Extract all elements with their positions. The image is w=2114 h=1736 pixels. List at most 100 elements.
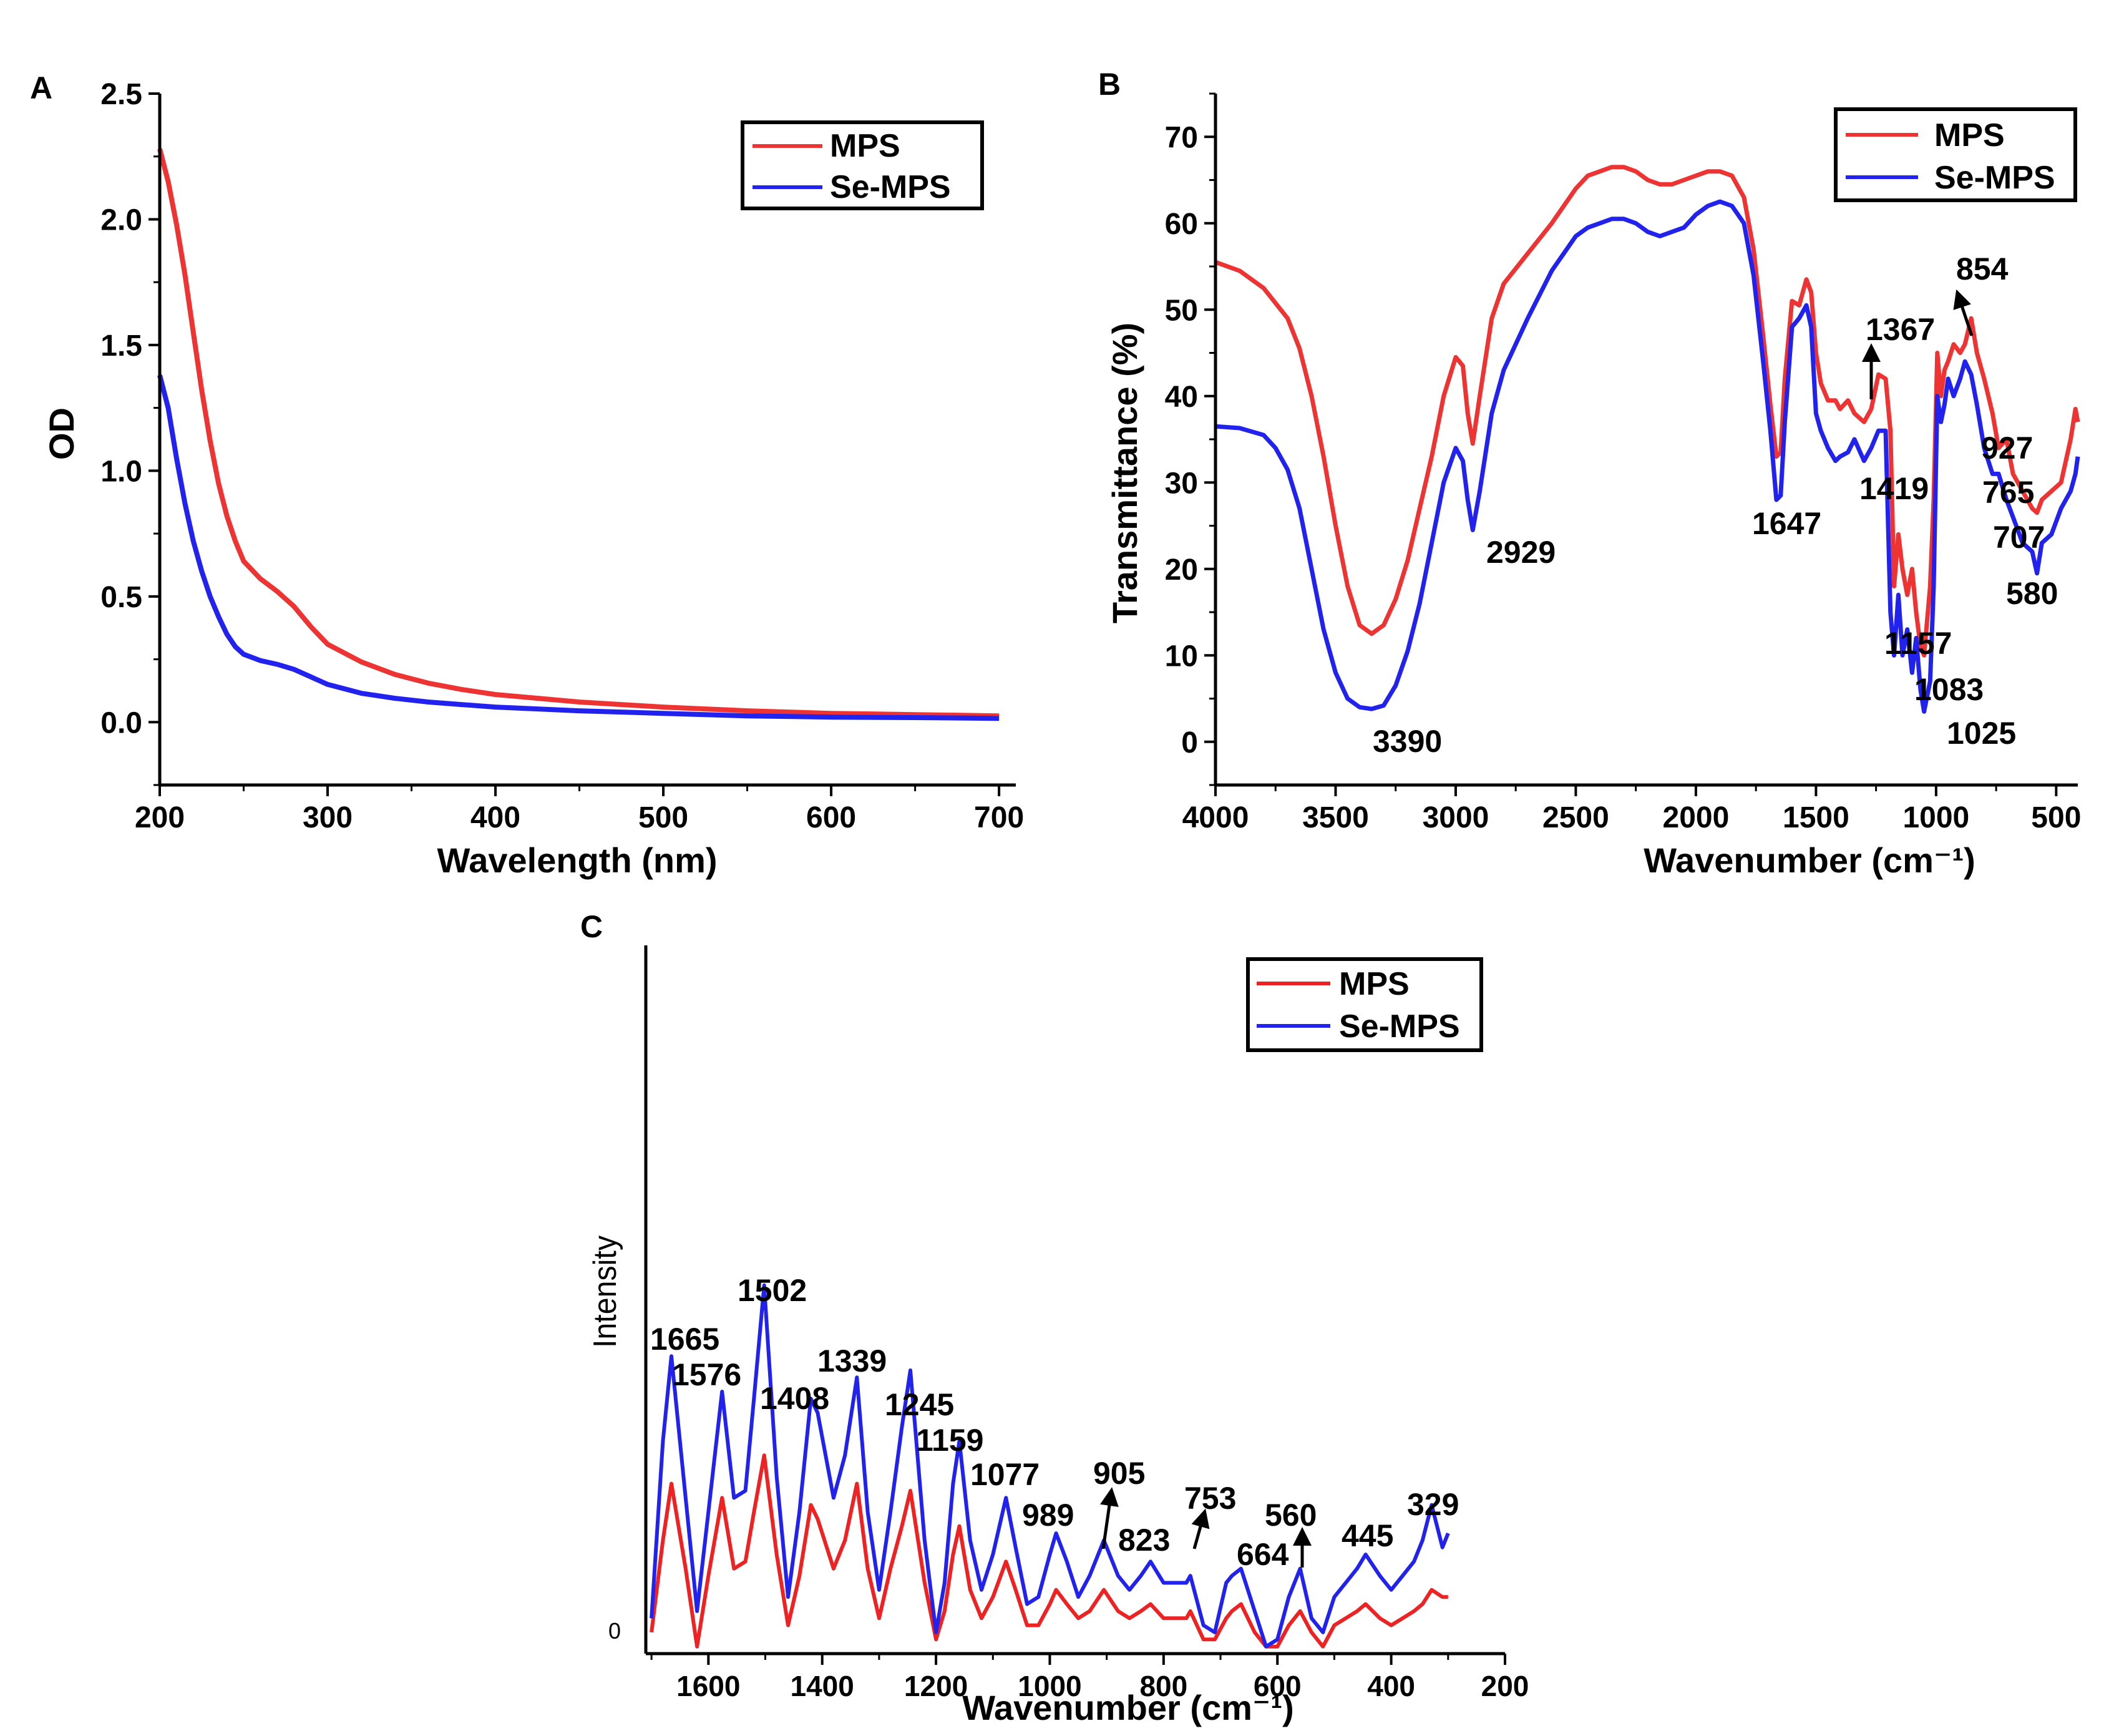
- x-tick-label: 1600: [676, 1670, 740, 1702]
- x-tick-label: 3000: [1423, 801, 1489, 834]
- peak-label-1159: 1159: [916, 1423, 983, 1458]
- x-tick-label: 500: [638, 801, 688, 834]
- peak-label-1083: 1083: [1914, 672, 1984, 707]
- x-tick-label: 200: [135, 801, 185, 834]
- peak-label-329: 329: [1407, 1487, 1459, 1522]
- peak-label-1408: 1408: [760, 1381, 829, 1416]
- legend-entry-se-mps: Se-MPS: [830, 169, 951, 205]
- x-tick-label: 1400: [791, 1670, 854, 1702]
- legend: MPS Se-MPS: [741, 120, 984, 210]
- peak-label-854: 854: [1956, 251, 2009, 286]
- legend-box: [1246, 957, 1483, 1052]
- legend-entry-se-mps: Se-MPS: [1339, 1008, 1460, 1045]
- axis-title-x: Wavelength (nm): [437, 841, 717, 880]
- peak-label-1025: 1025: [1947, 716, 2016, 751]
- peak-label-927: 927: [1981, 431, 2033, 466]
- peak-label-1077: 1077: [970, 1457, 1040, 1492]
- x-tick-label: 1000: [1902, 801, 1969, 834]
- x-tick-label: 400: [470, 801, 520, 834]
- peak-label-1245: 1245: [885, 1387, 954, 1422]
- legend-entry-mps: MPS: [1339, 966, 1410, 1002]
- peak-label-989: 989: [1022, 1498, 1074, 1533]
- axis-title-x: Wavenumber (cm⁻¹): [962, 1688, 1294, 1727]
- legend-box: [741, 120, 984, 210]
- y-tick-label: 40: [1165, 381, 1198, 414]
- annotation-arrow-905: [1100, 1487, 1119, 1549]
- peak-label-765: 765: [1982, 475, 2034, 510]
- y-tick-label: 2.5: [100, 78, 142, 111]
- x-tick-label: 700: [974, 801, 1024, 834]
- panel-label-c: C: [580, 909, 603, 944]
- x-tick-label: 3500: [1302, 801, 1369, 834]
- panel-a-plot-area: 200 300 400 500 600 700 0.0 0.5 1.0 1.5 2.0 2.5: [100, 78, 1024, 834]
- x-tick-label: 1000: [1018, 1670, 1081, 1702]
- peak-label-664: 664: [1237, 1537, 1289, 1572]
- series-line-mps: [157, 148, 1000, 719]
- x-tick-label: 1500: [1783, 801, 1849, 834]
- legend-box: [1834, 107, 2077, 202]
- x-tick-label: 2000: [1663, 801, 1730, 834]
- y-tick-label: 1.0: [100, 455, 142, 488]
- x-tick-label: 600: [1254, 1670, 1302, 1702]
- y-tick-label: 0: [1181, 726, 1198, 759]
- y-tick-label: 1.5: [100, 329, 142, 363]
- legend-entry-mps: MPS: [830, 128, 900, 164]
- x-tick-label: 1200: [904, 1670, 968, 1702]
- peak-label-1339: 1339: [817, 1343, 887, 1378]
- peak-label-905: 905: [1093, 1456, 1145, 1491]
- y-tick-label: 2.0: [100, 203, 142, 237]
- series-line-se-mps: [157, 374, 1000, 721]
- annotation-arrow-854: [1953, 289, 1974, 336]
- y-tick-label: 0: [608, 1618, 621, 1644]
- panel-a: A 200 300 400 500 600 700 0.0 0.5 1.0 1.5 2.0 2.5 W…: [30, 71, 1024, 880]
- peak-label-445: 445: [1342, 1518, 1393, 1553]
- x-tick-label: 2500: [1542, 801, 1609, 834]
- peak-label-753: 753: [1184, 1481, 1236, 1516]
- peak-label-1157: 1157: [1884, 626, 1952, 661]
- peak-label-3390: 3390: [1373, 724, 1442, 759]
- peak-label-1647: 1647: [1752, 506, 1821, 541]
- y-tick-label: 70: [1165, 121, 1198, 154]
- y-tick-label: 50: [1165, 294, 1198, 327]
- panel-b: B 4000 3500 3000 2500 2000 1500 1000 500 0 10 20 30…: [1098, 67, 2081, 880]
- y-tick-label: 0.0: [100, 706, 142, 739]
- axis-title-y: OD: [42, 407, 81, 460]
- peak-label-1367: 1367: [1866, 312, 1935, 347]
- x-tick-label: 600: [806, 801, 856, 834]
- legend: MPS Se-MPS: [1834, 107, 2077, 202]
- x-tick-label: 400: [1367, 1670, 1415, 1702]
- peak-label-707: 707: [1993, 520, 2045, 555]
- peak-label-823: 823: [1118, 1523, 1170, 1558]
- peak-label-580: 580: [2006, 576, 2058, 611]
- y-tick-label: 30: [1165, 467, 1198, 500]
- legend-entry-se-mps: Se-MPS: [1934, 160, 2055, 196]
- annotation-arrow-753: [1191, 1508, 1210, 1549]
- legend: MPS Se-MPS: [1246, 957, 1483, 1052]
- series-line-se-mps: [1215, 199, 2080, 714]
- series-line-se-mps: [650, 1283, 1450, 1649]
- peak-label-1419: 1419: [1859, 471, 1929, 506]
- series-line-mps: [650, 1453, 1448, 1649]
- y-tick-label: 10: [1165, 640, 1198, 673]
- peak-label-560: 560: [1265, 1498, 1317, 1533]
- axis-title-y: Transmittance (%): [1105, 323, 1144, 623]
- peak-label-2929: 2929: [1486, 535, 1556, 570]
- legend-entry-mps: MPS: [1934, 117, 2005, 154]
- peak-label-1502: 1502: [738, 1273, 807, 1308]
- panel-c: C 1600 1400 1200 1000 800 600 400 2000166515761…: [580, 909, 1529, 1727]
- peak-label-1576: 1576: [672, 1357, 741, 1392]
- panel-label-b: B: [1098, 67, 1121, 102]
- series-line-mps: [1214, 165, 2080, 658]
- panel-b-plot-area: 4000 3500 3000 2500 2000 1500 1000 500 0 10 20 30 40…: [1165, 92, 2081, 834]
- x-tick-label: 500: [2031, 801, 2081, 834]
- y-tick-label: 20: [1165, 553, 1198, 587]
- peak-label-1665: 1665: [650, 1322, 719, 1357]
- x-tick-label: 200: [1481, 1670, 1529, 1702]
- x-tick-label: 4000: [1182, 801, 1249, 834]
- y-tick-label: 0.5: [100, 581, 142, 614]
- axis-title-y: Intensity: [587, 1236, 623, 1348]
- y-tick-label: 60: [1165, 208, 1198, 241]
- x-tick-label: 800: [1139, 1670, 1187, 1702]
